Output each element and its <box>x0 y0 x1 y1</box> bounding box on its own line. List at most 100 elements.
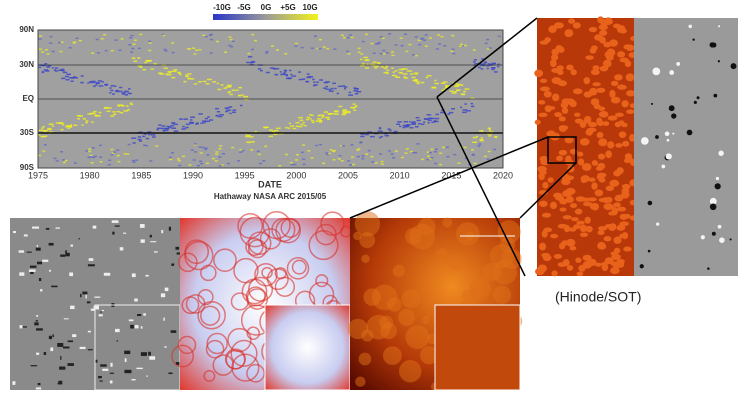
streak <box>110 115 114 117</box>
streak <box>290 164 293 166</box>
granule <box>559 125 568 130</box>
granule <box>550 234 558 238</box>
streak <box>395 70 398 72</box>
granule <box>540 86 550 91</box>
streak <box>148 134 151 136</box>
streak <box>230 94 233 96</box>
streak <box>55 70 59 72</box>
streak <box>93 111 97 113</box>
streak <box>285 74 288 76</box>
streak <box>341 114 345 116</box>
flux <box>648 250 651 253</box>
streak <box>331 88 334 90</box>
streak <box>99 145 102 147</box>
flux <box>661 165 665 169</box>
streak <box>326 48 329 50</box>
granule <box>598 154 605 160</box>
streak <box>405 152 408 154</box>
streak <box>425 45 428 47</box>
streak <box>456 89 460 91</box>
x-tick-label: 1985 <box>131 170 151 180</box>
streak <box>276 74 278 76</box>
flux <box>44 352 46 355</box>
granule <box>542 213 551 218</box>
streak <box>346 51 349 53</box>
streak <box>446 156 449 158</box>
streak <box>194 83 197 85</box>
streak <box>63 72 67 74</box>
streak <box>388 150 391 152</box>
flux <box>93 226 97 229</box>
flux <box>56 227 60 228</box>
streak <box>42 150 45 152</box>
streak <box>111 50 114 52</box>
streak <box>411 123 416 125</box>
granule <box>570 203 577 208</box>
streak <box>131 48 134 50</box>
streak <box>85 150 88 152</box>
cell <box>355 376 365 386</box>
streak <box>434 80 436 82</box>
granule <box>583 202 592 207</box>
streak <box>365 34 368 36</box>
streak <box>489 47 492 49</box>
streak <box>306 81 308 83</box>
streak <box>132 142 135 144</box>
streak <box>111 85 114 87</box>
streak <box>96 115 101 117</box>
streak <box>434 83 439 85</box>
streak <box>380 53 383 55</box>
streak <box>140 67 143 69</box>
streak <box>288 127 291 129</box>
cell <box>383 346 402 365</box>
flux <box>112 220 119 223</box>
streak <box>202 120 206 122</box>
streak <box>133 161 136 163</box>
flux <box>88 349 93 350</box>
streak <box>311 157 314 159</box>
streak <box>481 137 484 139</box>
flux <box>101 311 102 313</box>
streak <box>417 83 420 85</box>
flux <box>50 347 53 351</box>
streak <box>126 153 129 155</box>
streak <box>302 158 305 160</box>
granule <box>539 201 548 207</box>
flux <box>651 103 653 105</box>
streak <box>325 86 328 88</box>
granule <box>598 173 607 178</box>
streak <box>315 145 318 147</box>
streak <box>98 80 102 82</box>
flux <box>715 183 721 189</box>
streak <box>494 136 497 138</box>
granule <box>567 265 573 271</box>
streak <box>101 38 104 40</box>
streak <box>68 128 70 130</box>
streak <box>349 164 352 166</box>
streak <box>347 53 350 55</box>
streak <box>171 42 174 44</box>
streak <box>177 72 180 74</box>
streak <box>435 114 438 116</box>
streak <box>79 40 82 42</box>
streak <box>132 57 136 59</box>
granule <box>617 51 625 57</box>
flux <box>701 235 705 239</box>
streak <box>206 154 209 156</box>
streak <box>352 164 355 166</box>
streak <box>365 134 369 136</box>
streak <box>391 51 394 53</box>
streak <box>209 119 213 121</box>
streak <box>91 52 94 54</box>
streak <box>295 122 299 124</box>
streak <box>247 53 250 55</box>
streak <box>45 49 48 51</box>
streak <box>55 67 58 69</box>
granule <box>564 225 570 232</box>
streak <box>321 114 324 116</box>
flux <box>666 153 672 159</box>
streak <box>38 67 41 69</box>
streak <box>484 156 487 158</box>
streak <box>389 130 392 132</box>
streak <box>298 126 302 128</box>
